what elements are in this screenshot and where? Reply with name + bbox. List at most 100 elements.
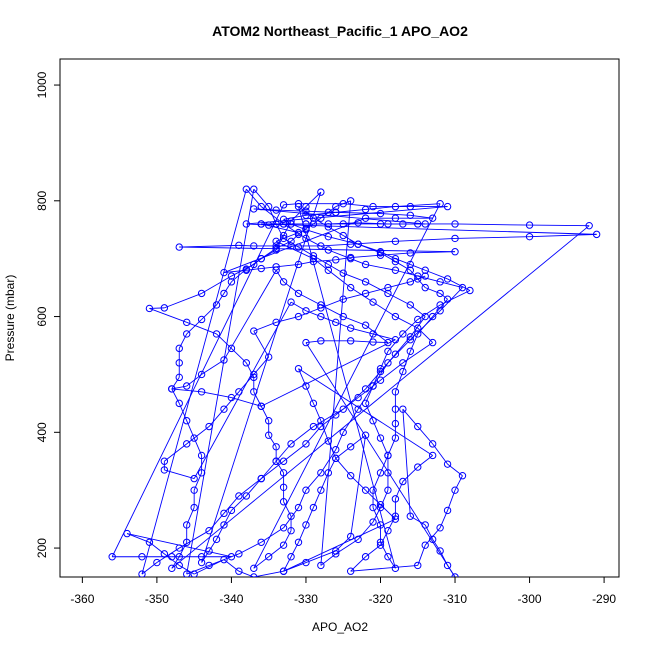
- data-point: [332, 202, 340, 211]
- data-point: [361, 486, 370, 494]
- series-segment: [328, 236, 359, 245]
- data-point: [399, 220, 407, 228]
- series-segment: [275, 270, 284, 283]
- series-segment: [171, 385, 187, 390]
- data-point: [324, 223, 333, 231]
- series-segment: [193, 301, 292, 479]
- data-point: [317, 417, 325, 425]
- data-point: [324, 469, 333, 477]
- series-segment: [417, 316, 434, 335]
- data-point: [317, 312, 325, 321]
- series-segment: [283, 556, 292, 572]
- data-point: [279, 483, 288, 491]
- data-point: [309, 422, 318, 431]
- data-point: [369, 338, 377, 346]
- series-segment: [350, 435, 367, 537]
- series-segment: [409, 269, 419, 280]
- x-tick-label: -330: [294, 592, 318, 606]
- series-segment: [238, 244, 254, 247]
- data-point: [264, 353, 273, 361]
- series-segment: [164, 469, 195, 480]
- data-point: [302, 382, 310, 390]
- data-point: [145, 538, 154, 546]
- data-point: [160, 304, 169, 312]
- series-segment: [425, 287, 441, 294]
- data-point: [361, 553, 370, 561]
- data-point: [242, 185, 251, 193]
- data-point: [376, 434, 385, 442]
- data-point: [294, 202, 303, 211]
- series-segment: [231, 397, 262, 407]
- data-point: [346, 253, 355, 262]
- data-point: [406, 266, 415, 274]
- data-point: [391, 515, 400, 523]
- data-point: [317, 304, 325, 312]
- data-point: [197, 315, 206, 324]
- data-point: [257, 254, 265, 263]
- data-point: [354, 405, 362, 413]
- series-segment: [410, 264, 426, 271]
- data-point: [436, 289, 444, 298]
- series-segment: [111, 204, 285, 557]
- y-tick-label: 1000: [35, 71, 49, 98]
- data-point: [279, 220, 288, 228]
- series-segment: [365, 324, 389, 343]
- series-segment: [164, 443, 187, 462]
- data-point: [294, 289, 303, 298]
- data-point: [264, 202, 273, 211]
- data-point: [205, 561, 213, 570]
- data-point: [346, 337, 355, 345]
- series-segment: [253, 188, 270, 207]
- series-segment: [410, 251, 456, 254]
- series-segment: [320, 243, 351, 247]
- series-segment: [343, 316, 366, 326]
- data-point: [361, 260, 370, 269]
- series-segment: [305, 550, 336, 563]
- data-point: [391, 434, 400, 442]
- data-point: [376, 521, 385, 529]
- series-segment: [447, 278, 471, 291]
- data-point: [250, 564, 258, 573]
- series-segment: [260, 460, 277, 479]
- data-point: [294, 230, 303, 239]
- series-segment: [350, 327, 374, 335]
- x-axis-title: APO_AO2: [312, 620, 368, 634]
- series-segment: [402, 342, 433, 364]
- data-point: [272, 457, 280, 465]
- data-point: [428, 338, 437, 347]
- data-point: [339, 220, 347, 228]
- series-segment: [410, 515, 426, 526]
- series-segment: [223, 281, 232, 294]
- series-segment: [260, 527, 284, 543]
- data-point: [138, 553, 146, 561]
- series-segment: [253, 391, 262, 407]
- data-point: [302, 202, 310, 211]
- data-point: [376, 220, 385, 228]
- data-point: [279, 201, 288, 209]
- series-segment: [335, 209, 366, 213]
- data-point: [145, 304, 154, 313]
- series-segment: [156, 547, 180, 563]
- data-point: [227, 278, 236, 286]
- data-point: [317, 188, 325, 196]
- data-point: [317, 469, 325, 477]
- series-segment: [260, 460, 284, 479]
- data-point: [190, 503, 198, 512]
- data-point: [428, 451, 437, 460]
- data-point: [175, 399, 183, 408]
- series-segment: [350, 240, 396, 245]
- data-point: [309, 254, 318, 263]
- data-point: [309, 214, 318, 222]
- data-point: [317, 301, 325, 309]
- series-segment: [424, 524, 434, 540]
- data-point: [175, 561, 183, 570]
- data-point: [339, 295, 347, 303]
- data-point: [183, 570, 191, 577]
- series-segment: [245, 362, 255, 378]
- series-segment: [350, 564, 418, 572]
- data-point: [197, 388, 206, 396]
- series-segment: [238, 478, 262, 497]
- data-point: [317, 242, 325, 250]
- series-segment: [357, 385, 374, 410]
